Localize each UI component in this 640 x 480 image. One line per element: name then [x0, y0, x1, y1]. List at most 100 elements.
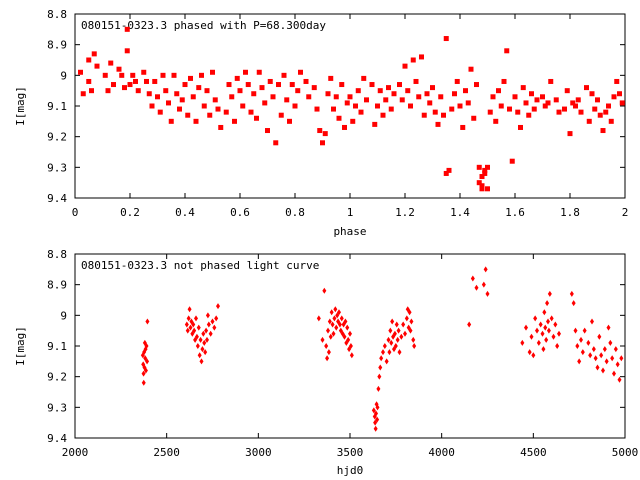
- data-point: [330, 321, 335, 328]
- data-point: [548, 78, 554, 84]
- data-point: [373, 419, 378, 426]
- data-point: [542, 309, 547, 316]
- data-point: [358, 109, 364, 115]
- data-point: [564, 88, 570, 94]
- data-point: [413, 78, 419, 84]
- y-tick-label: 8.9: [47, 39, 67, 52]
- data-point: [485, 290, 490, 297]
- data-point: [613, 346, 618, 353]
- data-point: [452, 91, 457, 97]
- data-point: [295, 88, 301, 94]
- data-point: [346, 336, 351, 343]
- data-point: [597, 112, 603, 118]
- data-point: [608, 118, 614, 124]
- data-point: [133, 78, 138, 84]
- data-point: [375, 103, 380, 109]
- data-point: [143, 367, 148, 374]
- data-point: [529, 333, 534, 340]
- data-point: [567, 131, 573, 137]
- data-point: [329, 309, 334, 316]
- data-point: [476, 180, 482, 186]
- x-tick-label: 5000: [612, 446, 639, 459]
- data-point: [379, 355, 384, 362]
- data-point: [571, 300, 576, 307]
- data-point: [570, 100, 576, 106]
- data-point: [168, 118, 174, 124]
- data-point: [619, 100, 625, 106]
- data-point: [256, 69, 262, 75]
- data-point: [531, 352, 536, 359]
- data-point: [590, 318, 594, 325]
- data-point: [481, 281, 486, 288]
- data-point: [276, 82, 281, 88]
- data-point: [421, 112, 427, 118]
- data-point: [191, 321, 196, 328]
- data-point: [111, 82, 116, 88]
- data-point: [608, 339, 613, 346]
- data-point: [435, 121, 441, 127]
- data-point: [353, 103, 358, 109]
- data-point: [457, 103, 463, 109]
- data-point: [204, 88, 210, 94]
- chart-title: 080151-0323.3 phased with P=68.300day: [81, 19, 326, 32]
- data-point: [337, 309, 341, 316]
- data-point: [210, 318, 215, 325]
- data-point: [562, 106, 567, 112]
- data-point: [163, 88, 169, 94]
- data-point: [331, 330, 336, 337]
- data-point: [374, 410, 379, 417]
- data-point: [375, 416, 380, 423]
- data-point: [588, 352, 593, 359]
- data-point: [534, 97, 540, 103]
- data-point: [540, 94, 545, 100]
- x-ticks: 0 0.2 0.4 0.6 0.8 1 1.2 1.4 1.6 1.8 2: [72, 14, 629, 219]
- data-point: [349, 352, 354, 359]
- data-point: [184, 321, 189, 328]
- data-point: [577, 358, 582, 365]
- data-point: [334, 324, 339, 331]
- data-point: [617, 91, 622, 97]
- data-point: [86, 57, 92, 63]
- data-point: [212, 97, 218, 103]
- data-point: [592, 106, 598, 112]
- data-point: [216, 303, 220, 310]
- data-point: [397, 82, 402, 88]
- data-point: [538, 321, 543, 328]
- data-point: [407, 309, 412, 316]
- data-point: [391, 91, 397, 97]
- data-point: [412, 343, 417, 349]
- data-point: [361, 75, 367, 81]
- x-ticks: 2000 2500 3000 3500 4000 4500 5000: [62, 254, 639, 459]
- x-tick-label: 2: [622, 206, 629, 219]
- data-point: [405, 88, 411, 94]
- data-point: [375, 404, 380, 411]
- data-point: [599, 352, 604, 359]
- data-point: [397, 349, 402, 356]
- data-point: [546, 318, 550, 325]
- data-point: [541, 346, 546, 353]
- x-tick-label: 1.4: [450, 206, 470, 219]
- data-point: [465, 100, 471, 106]
- data-point: [474, 284, 479, 291]
- data-point: [157, 109, 163, 115]
- data-point: [575, 97, 581, 103]
- data-point: [463, 88, 468, 94]
- data-point: [105, 88, 111, 94]
- data-point: [542, 103, 548, 109]
- x-axis-label: hjd0: [337, 464, 364, 477]
- data-point: [479, 186, 485, 192]
- x-tick-label: 0.2: [120, 206, 140, 219]
- data-point: [468, 66, 474, 72]
- y-tick-label: 8.9: [47, 279, 67, 292]
- data-point: [243, 69, 248, 75]
- data-point: [122, 85, 127, 91]
- data-point: [409, 318, 414, 325]
- data-point: [198, 336, 203, 343]
- data-point: [526, 112, 532, 118]
- data-point: [80, 91, 86, 97]
- data-point: [262, 100, 268, 106]
- data-point: [427, 100, 433, 106]
- data-point: [487, 109, 493, 115]
- x-axis-label: phase: [333, 225, 366, 238]
